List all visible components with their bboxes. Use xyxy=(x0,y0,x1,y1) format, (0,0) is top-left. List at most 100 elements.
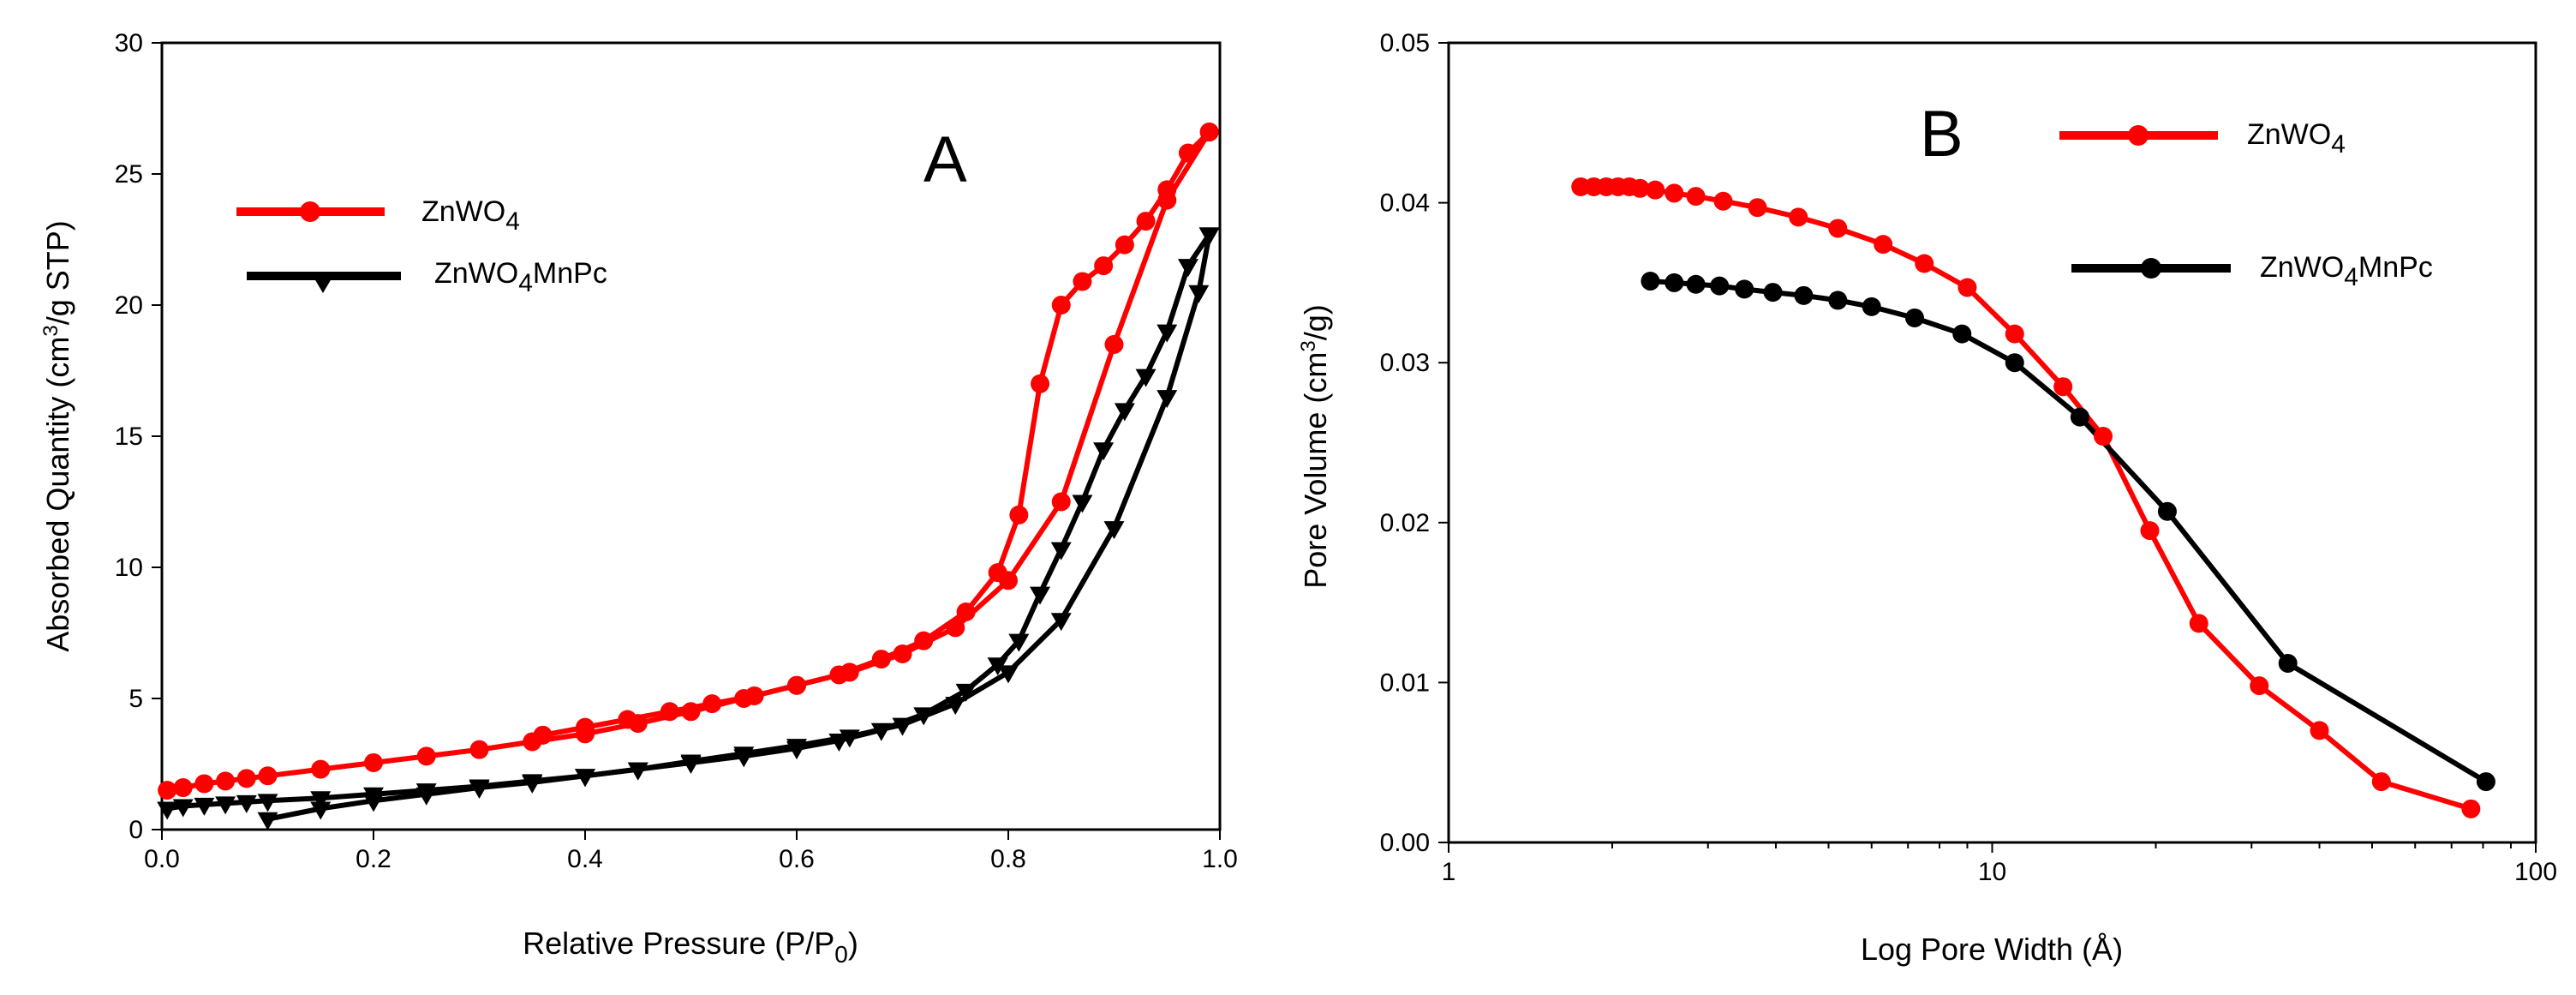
data-point-zn-wo4-desorption xyxy=(1051,296,1071,315)
data-point-zn-wo4-mnpc-desorption xyxy=(1050,542,1072,560)
data-point-zn-wo4-mnpc xyxy=(2278,654,2298,674)
data-point-zn-wo4 xyxy=(2250,676,2269,696)
data-point-zn-wo4-mnpc-adsorption xyxy=(215,796,236,815)
data-point-zn-wo4-desorption xyxy=(829,665,849,685)
panel-a-x-tick-label: 0.2 xyxy=(356,845,391,873)
data-point-zn-wo4-mnpc-desorption xyxy=(363,794,384,812)
panel-b-y-axis-title-superscript: 3 xyxy=(1297,340,1320,351)
data-point-zn-wo4 xyxy=(2005,324,2024,344)
data-point-zn-wo4-mnpc-desorption xyxy=(1030,586,1051,605)
legend-marker-zn-wo4 xyxy=(300,201,320,222)
legend-label-zn-wo4-b: ZnWO4 xyxy=(2247,118,2346,159)
data-point-zn-wo4-adsorption xyxy=(1051,492,1071,512)
data-point-zn-wo4-desorption xyxy=(660,702,679,722)
data-point-zn-wo4-mnpc-desorption xyxy=(733,749,755,768)
data-point-zn-wo4 xyxy=(1630,178,1650,198)
data-point-zn-wo4-desorption xyxy=(1157,180,1177,200)
data-point-zn-wo4-mnpc xyxy=(2070,407,2089,427)
panel-b-legend-entry-zn-wo4: ZnWO4 xyxy=(2059,118,2346,159)
data-point-zn-wo4-mnpc xyxy=(1862,297,1881,316)
data-point-zn-wo4 xyxy=(1713,191,1733,211)
data-point-zn-wo4 xyxy=(1665,183,1684,203)
data-point-zn-wo4 xyxy=(1571,177,1591,196)
data-point-zn-wo4 xyxy=(1957,278,1977,297)
panel-a-y-tick-label: 5 xyxy=(129,685,143,713)
data-point-zn-wo4-mnpc-adsorption xyxy=(172,799,194,818)
data-point-zn-wo4 xyxy=(2094,427,2113,447)
legend-marker-zn-wo4-b xyxy=(2128,125,2149,146)
data-point-zn-wo4-adsorption xyxy=(173,778,193,798)
data-point-zn-wo4-desorption xyxy=(988,563,1007,583)
data-point-zn-wo4-mnpc xyxy=(1828,291,1848,310)
data-point-zn-wo4-mnpc-adsorption xyxy=(157,801,178,820)
data-point-zn-wo4-desorption xyxy=(576,717,595,737)
data-point-zn-wo4-desorption xyxy=(1009,505,1029,524)
data-point-zn-wo4-adsorption xyxy=(216,771,236,791)
data-point-zn-wo4-mnpc-desorption xyxy=(1072,495,1093,513)
data-point-zn-wo4-desorption xyxy=(787,675,806,695)
panel-a-legend-entry-zn-wo4: ZnWO4 xyxy=(236,195,520,236)
data-point-zn-wo4-adsorption xyxy=(364,752,383,772)
data-point-zn-wo4-desorption xyxy=(702,694,722,714)
data-point-zn-wo4-mnpc xyxy=(1735,279,1754,299)
data-point-zn-wo4-adsorption xyxy=(258,766,278,786)
data-point-zn-wo4-mnpc-desorption xyxy=(1114,403,1135,422)
data-point-zn-wo4-mnpc-desorption xyxy=(522,775,543,794)
data-point-zn-wo4-mnpc-adsorption xyxy=(1188,285,1210,303)
panel-b-y-axis-title-end: /g) xyxy=(1298,304,1333,340)
data-point-zn-wo4-mnpc-desorption xyxy=(987,657,1008,676)
panel-b-legend: ZnWO4 ZnWO4MnPc xyxy=(2059,118,2433,291)
legend-label-zn-wo4: ZnWO4 xyxy=(421,195,520,236)
data-point-zn-wo4-mnpc xyxy=(1710,276,1730,296)
data-point-zn-wo4 xyxy=(1828,219,1848,238)
data-point-zn-wo4 xyxy=(1915,254,1934,273)
data-point-zn-wo4 xyxy=(2310,721,2329,740)
data-point-zn-wo4-mnpc-desorption xyxy=(1198,227,1220,246)
data-point-zn-wo4-desorption xyxy=(618,710,637,729)
panel-a-x-tick-label: 1.0 xyxy=(1202,845,1238,873)
data-point-zn-wo4-mnpc-desorption xyxy=(1157,324,1178,343)
panel-a-y-axis-title: Absorbed Quantity (cm3/g STP) xyxy=(39,220,75,652)
data-point-zn-wo4-desorption xyxy=(1178,143,1198,163)
panel-b-y-tick-label: 0.04 xyxy=(1380,189,1430,218)
panel-a-x-tick-label: 0.0 xyxy=(144,845,180,873)
panel-a-legend: ZnWO4 ZnWO4MnPc xyxy=(236,195,607,297)
data-point-zn-wo4-adsorption xyxy=(158,781,177,800)
data-point-zn-wo4-mnpc-desorption xyxy=(575,769,595,788)
data-point-zn-wo4-mnpc-desorption xyxy=(680,755,702,774)
data-point-zn-wo4-mnpc-desorption xyxy=(955,683,977,702)
data-point-zn-wo4 xyxy=(1748,198,1767,218)
data-point-zn-wo4-mnpc xyxy=(1686,274,1706,294)
series-line-zn-wo4-mnpc-adsorption xyxy=(164,231,1212,812)
data-point-zn-wo4-desorption xyxy=(533,725,553,745)
data-point-zn-wo4-mnpc-adsorption xyxy=(310,791,332,810)
data-point-zn-wo4-adsorption xyxy=(311,759,331,779)
data-point-zn-wo4-desorption xyxy=(1199,123,1219,142)
data-point-zn-wo4-mnpc xyxy=(2476,772,2495,792)
panel-b-x-tick-label: 1 xyxy=(1442,858,1456,886)
data-point-zn-wo4-mnpc xyxy=(1952,324,1972,344)
data-point-zn-wo4-mnpc-desorption xyxy=(627,762,648,781)
data-point-zn-wo4-adsorption xyxy=(194,774,214,794)
data-point-zn-wo4-mnpc-desorption xyxy=(415,787,437,806)
data-point-zn-wo4-mnpc xyxy=(1904,308,1924,327)
data-point-zn-wo4-mnpc-adsorption xyxy=(892,717,913,736)
data-point-zn-wo4 xyxy=(2371,772,2391,792)
data-point-zn-wo4-desorption xyxy=(1136,212,1156,231)
panel-b-y-tick-label: 0.00 xyxy=(1380,829,1430,857)
panel-b-y-axis-title: Pore Volume (cm3/g) xyxy=(1297,304,1333,588)
data-point-zn-wo4-desorption xyxy=(1115,235,1134,255)
legend-label-zn-wo4-mnpc-suffix: MnPc xyxy=(533,257,607,290)
data-point-zn-wo4-mnpc xyxy=(2157,501,2177,521)
panel-a-x-axis-title: Relative Pressure (P/P0) xyxy=(523,926,858,968)
data-point-zn-wo4-mnpc-adsorption xyxy=(194,797,215,816)
panel-b-label: B xyxy=(1920,98,1963,171)
data-point-zn-wo4-desorption xyxy=(1094,256,1114,276)
data-point-zn-wo4-mnpc-adsorption xyxy=(257,794,278,812)
data-point-zn-wo4 xyxy=(2461,799,2481,818)
panel-a-x-tick-label: 0.6 xyxy=(779,845,815,873)
panel-b-chart: 1 10 100 0.00 0.01 0.02 0.03 0.04 0.05 B Log Por… xyxy=(1297,29,2557,967)
panel-a-x-axis-title-subscript: 0 xyxy=(834,941,848,968)
